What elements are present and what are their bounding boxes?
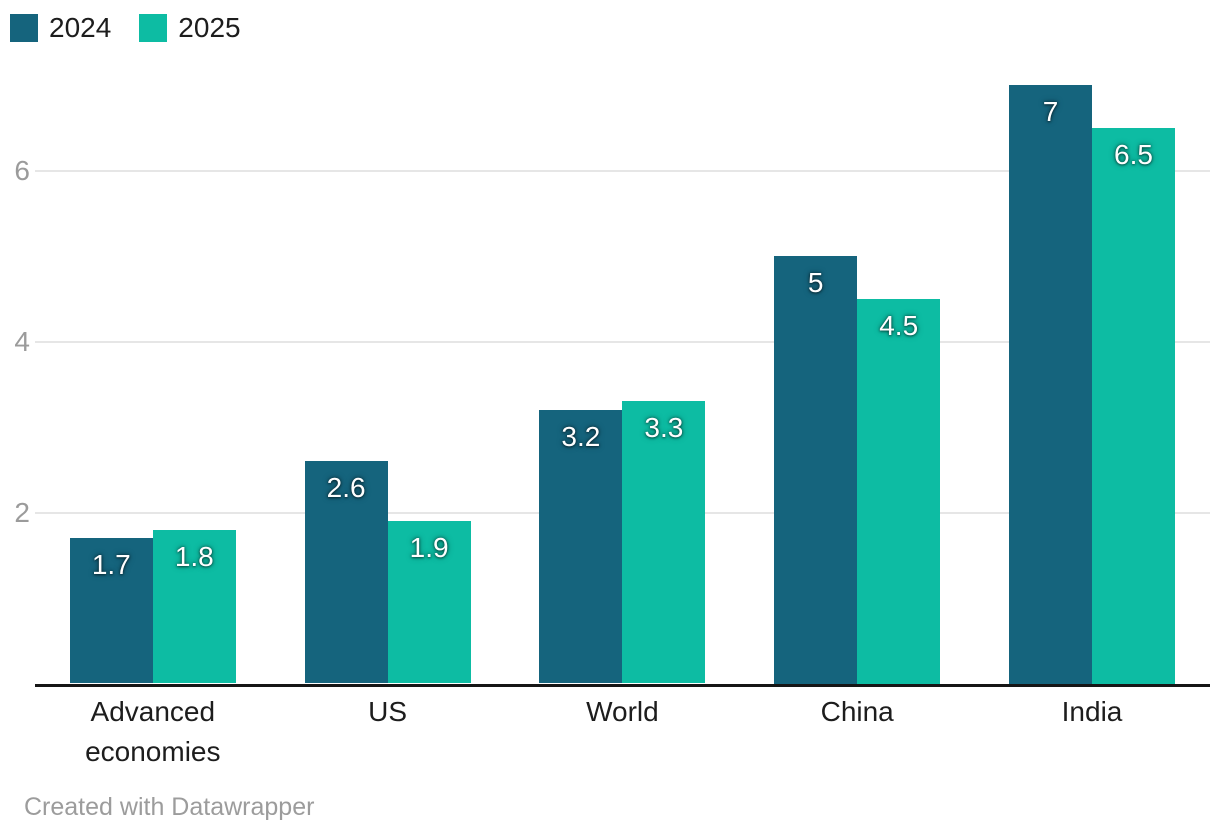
gridline-y-4 — [35, 340, 1210, 343]
bar-2025-india[interactable]: 6.5 — [1092, 127, 1175, 684]
bar-2024-india[interactable]: 7 — [1009, 85, 1092, 684]
value-label-2025-china: 4.5 — [879, 309, 919, 341]
bar-2025-us[interactable]: 1.9 — [387, 521, 471, 684]
value-label-2025-us: 1.9 — [409, 532, 449, 564]
bar-2024-world[interactable]: 3.2 — [539, 409, 623, 684]
value-label-2024-china: 5 — [807, 267, 824, 298]
legend-item-2025: 2025 — [139, 12, 241, 43]
legend-label-2025: 2025 — [178, 12, 241, 43]
y-tick-label-2: 2 — [14, 496, 30, 528]
legend-item-2024: 2024 — [10, 13, 111, 43]
bar-2025-world[interactable]: 3.3 — [622, 401, 706, 684]
value-label-2024-india: 7 — [1042, 96, 1059, 127]
legend-swatch-2025 — [139, 14, 168, 42]
value-label-2025-advanced-economies: 1.8 — [174, 540, 214, 572]
y-tick-label-6: 6 — [14, 154, 30, 186]
bar-2025-china[interactable]: 4.5 — [857, 298, 941, 684]
y-tick-label-4: 4 — [14, 325, 30, 357]
x-axis-label-advanced-economies: Advanced economies — [85, 696, 221, 767]
value-label-2024-world: 3.2 — [561, 420, 601, 452]
bar-2024-china[interactable]: 5 — [774, 256, 858, 684]
legend-label-2024: 2024 — [49, 12, 112, 43]
value-label-2024-advanced-economies: 1.7 — [91, 549, 131, 581]
legend-swatch-2024 — [10, 14, 38, 42]
x-axis-label-china: China — [820, 696, 894, 727]
value-label-2025-world: 3.3 — [644, 412, 684, 444]
value-label-2025-india: 6.5 — [1114, 138, 1153, 170]
x-axis-label-us: US — [368, 696, 408, 727]
bar-2024-advanced-economies[interactable]: 1.7 — [69, 538, 153, 684]
x-axis-line — [35, 683, 1210, 687]
legend: 2024 2025 — [10, 13, 241, 43]
datawrapper-credit-link[interactable]: Created with Datawrapper — [24, 793, 315, 821]
x-axis-label-india: India — [1061, 696, 1123, 727]
x-axis-label-world: World — [586, 696, 659, 727]
bar-2025-advanced-economies[interactable]: 1.8 — [152, 529, 236, 684]
bar-2024-us[interactable]: 2.6 — [304, 461, 388, 684]
value-label-2024-us: 2.6 — [326, 472, 366, 504]
gridline-y-6 — [35, 169, 1210, 172]
